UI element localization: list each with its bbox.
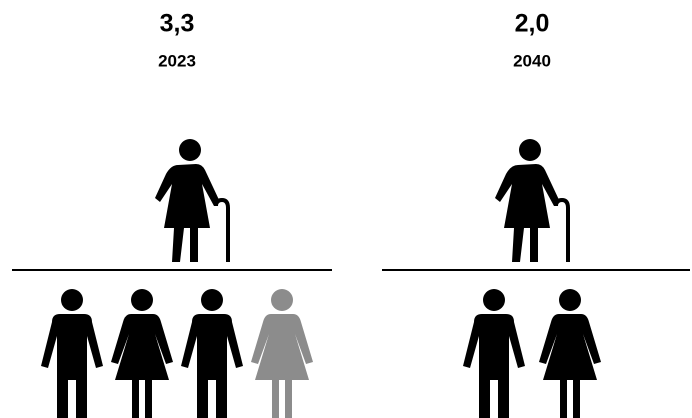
worker-group <box>463 289 601 418</box>
worker-icon <box>111 289 173 418</box>
year-label: 2023 <box>158 51 196 70</box>
elder-icon <box>155 139 230 262</box>
value-label: 3,3 <box>160 10 195 38</box>
worker-icon <box>251 289 313 418</box>
worker-icon <box>539 289 601 418</box>
year-label: 2040 <box>513 51 551 70</box>
worker-group <box>41 289 313 418</box>
elder-icon <box>495 139 570 262</box>
value-label: 2,0 <box>515 10 550 38</box>
worker-icon <box>181 289 243 418</box>
worker-icon <box>41 289 103 418</box>
worker-icon <box>463 289 525 418</box>
